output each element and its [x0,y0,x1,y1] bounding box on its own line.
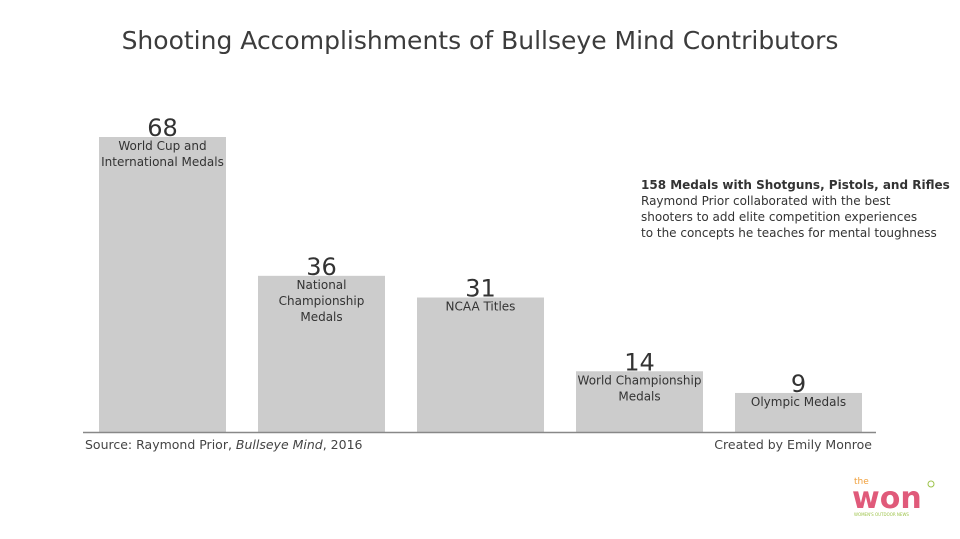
registered-mark-icon [927,480,935,488]
annotation-line: to the concepts he teaches for mental to… [641,226,937,240]
bar [576,371,703,432]
bar [99,137,226,432]
logo-small-text: the [854,477,869,487]
bar-value-label: 14 [624,348,655,376]
bar [258,275,385,432]
source-note: Source: Raymond Prior, Bullseye Mind, 20… [85,437,363,452]
annotation: 158 Medals with Shotguns, Pistols, and R… [641,177,950,241]
annotation-line: shooters to add elite competition experi… [641,210,918,224]
bar-value-label: 68 [147,114,178,142]
bar-category-label: Olympic Medals [751,395,846,409]
chart-title: Shooting Accomplishments of Bullseye Min… [121,26,839,55]
credit-note: Created by Emily Monroe [714,437,872,452]
bar-category-label: World Championship [578,373,702,387]
won-logo: the won WOMEN'S OUTDOOR NEWS [852,477,935,517]
source-suffix: , 2016 [322,437,363,452]
bar [735,392,862,432]
logo-tagline: WOMEN'S OUTDOOR NEWS [854,512,909,517]
annotation-line: Raymond Prior collaborated with the best [641,194,891,208]
bar-value-label: 9 [791,370,806,398]
source-book-title: Bullseye Mind [235,437,323,452]
bar-value-label: 36 [306,253,337,281]
bar-category-label: Medals [618,389,660,403]
bar [417,297,544,432]
bar-category-label: Medals [300,310,342,324]
annotation-title: 158 Medals with Shotguns, Pistols, and R… [641,178,950,192]
bar-category-label: Championship [279,294,365,308]
bar-category-label: World Cup and [118,139,206,153]
bar-value-label: 31 [465,275,496,303]
bar-category-label: NCAA Titles [446,300,516,314]
bar-category-label: International Medals [101,155,224,169]
source-prefix: Source: Raymond Prior, [85,437,236,452]
logo-main-text: won [852,481,922,516]
bar-category-label: National [296,278,346,292]
